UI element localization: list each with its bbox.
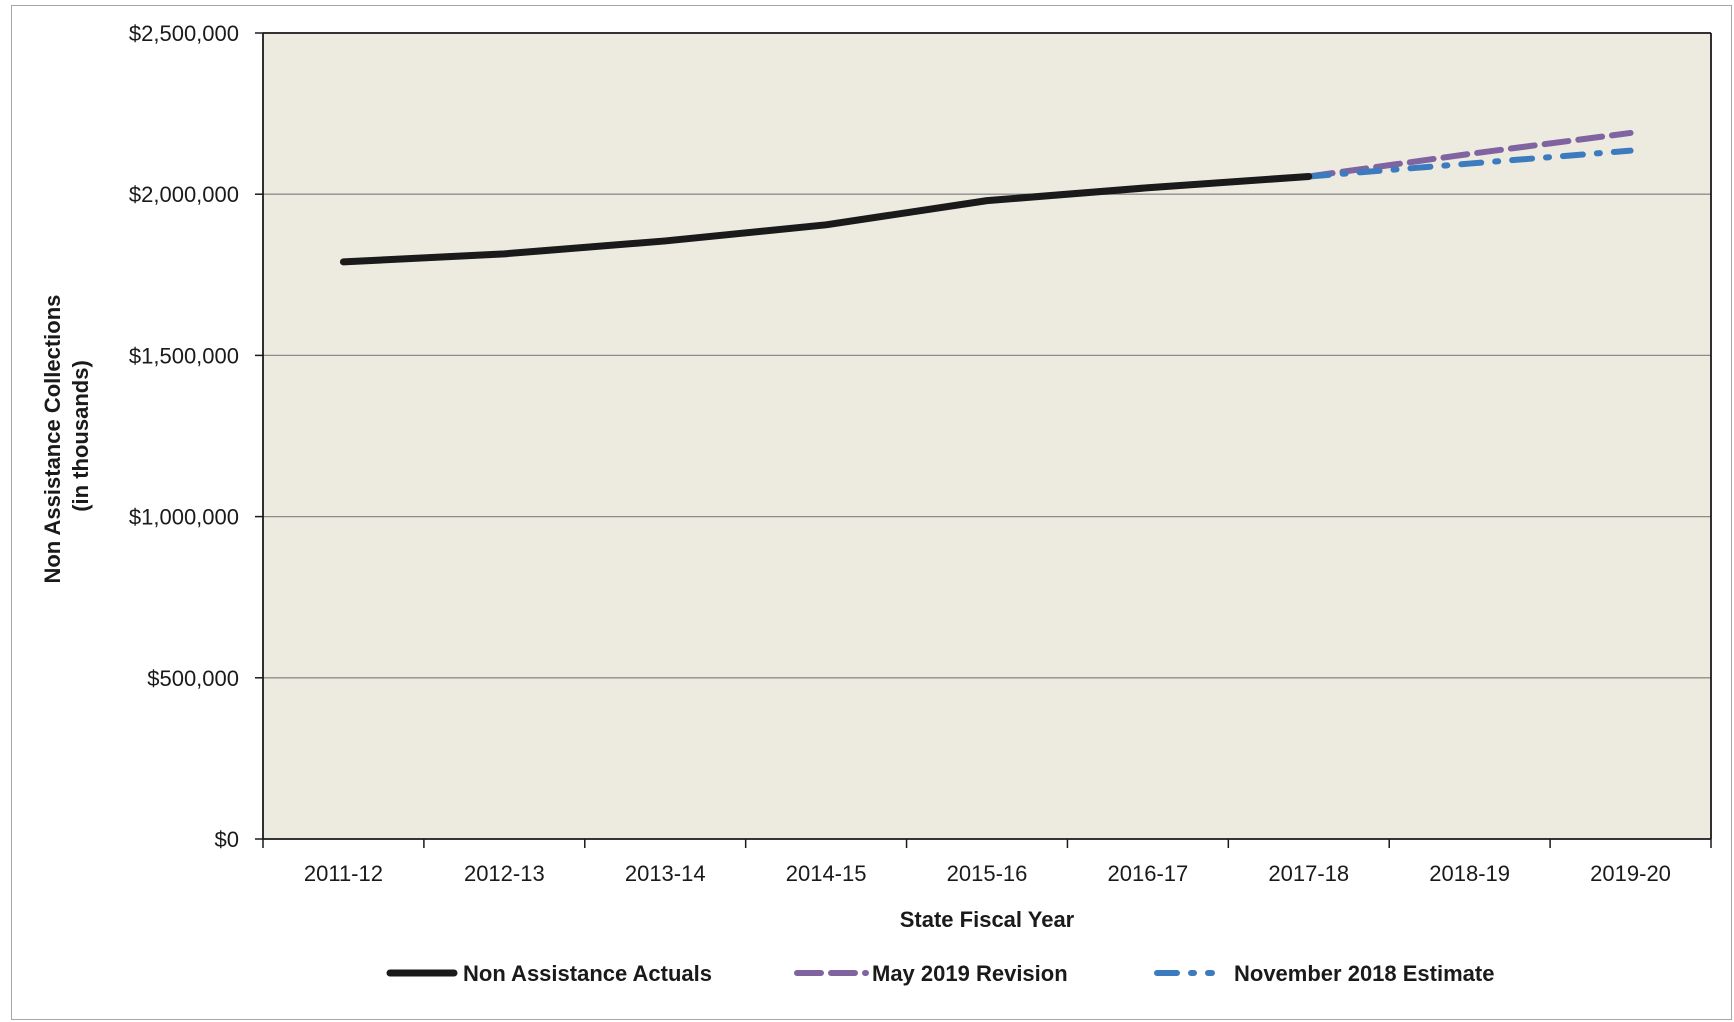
series-line-may-2019-revision <box>1305 129 1634 180</box>
series-line-november-2018-estimate <box>1305 147 1634 180</box>
y-tick-label: $0 <box>215 827 239 852</box>
plot-area <box>263 33 1711 839</box>
y-tick-label: $500,000 <box>147 666 239 691</box>
y-tick-label: $2,500,000 <box>129 21 239 46</box>
y-axis-title-line2: (in thousands) <box>68 360 93 512</box>
y-tick-label: $2,000,000 <box>129 182 239 207</box>
legend-item: November 2018 Estimate <box>1154 961 1494 986</box>
series-lines <box>339 129 1634 266</box>
x-tick-label: 2012-13 <box>464 861 545 886</box>
x-axis-title: State Fiscal Year <box>900 907 1075 932</box>
y-tick-label: $1,000,000 <box>129 505 239 530</box>
x-tick-label: 2016-17 <box>1108 861 1189 886</box>
legend-item: Non Assistance Actuals <box>386 961 712 986</box>
x-tick-label: 2018-19 <box>1429 861 1510 886</box>
legend-label: Non Assistance Actuals <box>463 961 712 986</box>
x-tick-label: 2014-15 <box>786 861 867 886</box>
x-tick-label: 2019-20 <box>1590 861 1671 886</box>
series-line-non-assistance-actuals <box>339 172 1313 266</box>
y-axis-ticks: $0 $500,000 $1,000,000 $1,500,000 $2,000,000… <box>129 21 263 852</box>
legend-item: May 2019 Revision <box>794 961 1068 986</box>
x-axis-ticks: 2011-12 2012-13 2013-14 2014-15 2015-16 2016-… <box>262 839 1712 886</box>
y-tick-label: $1,500,000 <box>129 343 239 368</box>
legend-label: May 2019 Revision <box>872 961 1068 986</box>
y-axis-title-line1: Non Assistance Collections <box>40 295 65 584</box>
x-tick-label: 2015-16 <box>947 861 1028 886</box>
x-tick-label: 2011-12 <box>304 861 383 886</box>
y-axis-title: Non Assistance Collections (in thousands… <box>40 288 93 583</box>
x-tick-label: 2017-18 <box>1268 861 1349 886</box>
axes <box>262 32 1712 840</box>
legend: Non Assistance Actuals May 2019 Revision N… <box>386 961 1494 986</box>
legend-label: November 2018 Estimate <box>1234 961 1494 986</box>
x-tick-label: 2013-14 <box>625 861 706 886</box>
